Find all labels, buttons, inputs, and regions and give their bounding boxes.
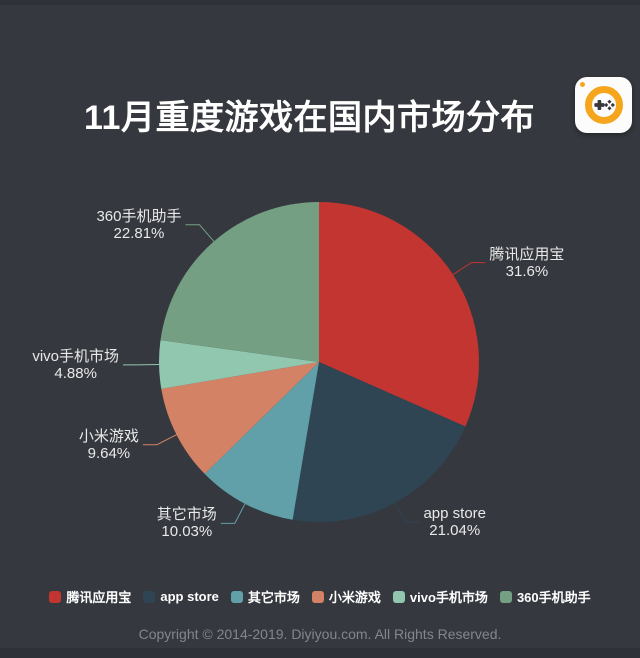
pie-label-line-3 [142,434,177,446]
pie-label-line-2 [220,503,246,524]
legend-item-2[interactable]: 其它市场 [230,587,300,606]
pie-slice-2[interactable] [204,362,319,520]
logo-corner-dot-icon [580,82,585,87]
legend-label: 小米游戏 [328,590,381,605]
legend-label: 腾讯应用宝 [66,590,132,605]
legend-swatch-icon [311,590,324,603]
site-logo [575,77,632,133]
legend-swatch-icon [143,590,156,603]
pie-label-line-5 [185,224,215,242]
legend-swatch-icon [392,590,405,603]
pie-slice-0[interactable] [319,202,479,427]
pie-label-line-1 [394,502,420,523]
legend-label: app store [160,589,219,604]
bottom-edge-band [0,648,640,658]
legend-label: vivo手机市场 [409,590,488,605]
legend-swatch-icon [49,590,62,603]
legend-item-5[interactable]: 360手机助手 [499,587,591,606]
legend: 腾讯应用宝 app store 其它市场 小米游戏 vivo手机市场 360手机助手 [0,587,640,606]
game-controller-icon [584,86,623,124]
top-edge-band [0,0,640,5]
legend-label: 其它市场 [247,590,300,605]
pie-slice-3[interactable] [161,362,319,474]
pie-slice-4[interactable] [159,340,319,389]
gamepad-glyph-icon [593,99,615,111]
legend-item-4[interactable]: vivo手机市场 [392,587,488,606]
pie-slice-5[interactable] [160,202,320,362]
page-title: 11月重度游戏在国内市场分布 [84,99,535,137]
legend-item-3[interactable]: 小米游戏 [311,587,381,606]
legend-item-0[interactable]: 腾讯应用宝 [49,587,131,606]
legend-swatch-icon [230,590,243,603]
legend-label: 360手机助手 [516,590,591,605]
copyright-text: Copyright © 2014-2019. Diyiyou.com. All … [138,626,502,642]
legend-item-1[interactable]: app store [143,589,219,604]
legend-swatch-icon [499,590,512,603]
pie-label-line-0 [452,262,486,276]
pie-slice-1[interactable] [292,362,466,522]
